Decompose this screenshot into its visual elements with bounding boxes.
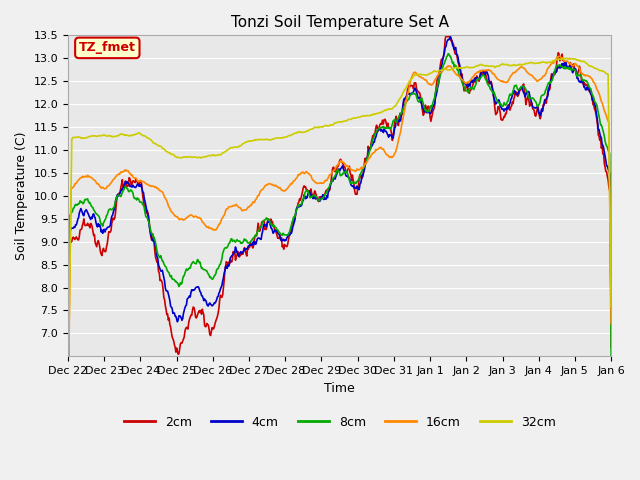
32cm: [184, 154, 191, 160]
16cm: [558, 55, 566, 60]
4cm: [447, 34, 454, 39]
16cm: [607, 321, 615, 326]
2cm: [444, 30, 452, 36]
32cm: [566, 55, 573, 61]
8cm: [332, 173, 339, 179]
32cm: [384, 106, 392, 112]
16cm: [384, 152, 392, 158]
Text: TZ_fmet: TZ_fmet: [79, 41, 136, 54]
8cm: [444, 51, 452, 57]
Line: 4cm: 4cm: [68, 36, 611, 446]
8cm: [384, 124, 392, 130]
Line: 8cm: 8cm: [68, 54, 611, 391]
8cm: [207, 274, 214, 280]
32cm: [607, 304, 615, 310]
32cm: [332, 120, 339, 126]
8cm: [558, 64, 566, 70]
2cm: [64, 379, 72, 384]
16cm: [556, 53, 564, 59]
4cm: [207, 301, 214, 307]
2cm: [184, 325, 191, 331]
8cm: [438, 70, 445, 76]
32cm: [207, 153, 214, 158]
Line: 32cm: 32cm: [68, 58, 611, 397]
Line: 2cm: 2cm: [68, 33, 611, 382]
Y-axis label: Soil Temperature (C): Soil Temperature (C): [15, 132, 28, 260]
Line: 16cm: 16cm: [68, 56, 611, 421]
8cm: [607, 353, 615, 359]
4cm: [184, 296, 191, 302]
16cm: [184, 215, 191, 220]
4cm: [384, 132, 392, 138]
2cm: [384, 120, 392, 126]
32cm: [557, 56, 565, 62]
16cm: [64, 418, 72, 424]
X-axis label: Time: Time: [324, 382, 355, 395]
2cm: [332, 169, 339, 175]
4cm: [332, 176, 339, 182]
16cm: [207, 225, 214, 231]
32cm: [438, 68, 445, 73]
4cm: [558, 60, 566, 66]
16cm: [332, 167, 339, 172]
4cm: [607, 294, 615, 300]
2cm: [438, 56, 445, 62]
32cm: [64, 394, 72, 400]
4cm: [438, 63, 445, 69]
2cm: [207, 333, 214, 338]
Title: Tonzi Soil Temperature Set A: Tonzi Soil Temperature Set A: [230, 15, 449, 30]
2cm: [607, 344, 615, 350]
16cm: [438, 70, 445, 75]
8cm: [184, 267, 191, 273]
4cm: [64, 444, 72, 449]
8cm: [64, 388, 72, 394]
Legend: 2cm, 4cm, 8cm, 16cm, 32cm: 2cm, 4cm, 8cm, 16cm, 32cm: [118, 411, 561, 434]
2cm: [558, 51, 566, 57]
